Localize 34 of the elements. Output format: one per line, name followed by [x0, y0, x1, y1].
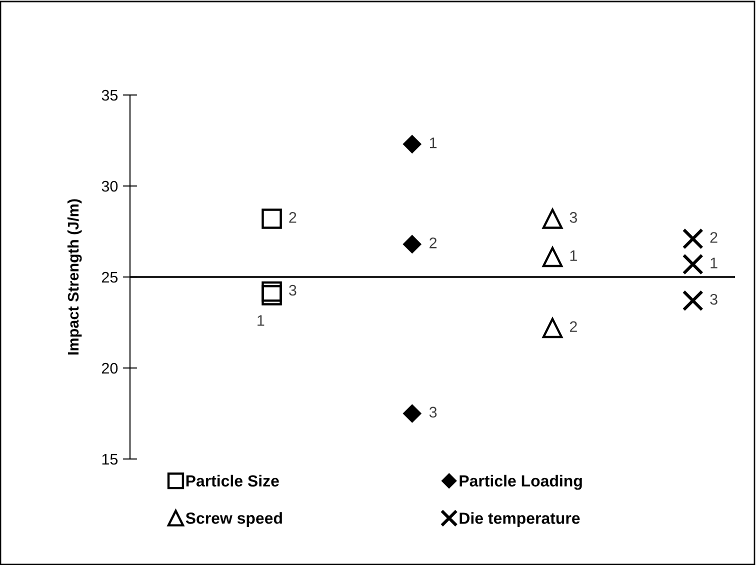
legend-label: Die temperature: [460, 512, 580, 528]
point: [682, 228, 704, 250]
annotation: 1: [258, 315, 264, 326]
legend-label: Particle Loading: [460, 474, 582, 490]
point: [262, 208, 282, 229]
point: [403, 135, 422, 154]
legend-label: Screw speed: [186, 512, 282, 527]
annotation: 2: [710, 232, 718, 243]
point: [262, 281, 282, 302]
point: [403, 404, 422, 422]
point: [682, 290, 704, 312]
annotation: 1: [570, 250, 577, 261]
y-tick-label: 15: [102, 454, 118, 465]
annotation: 2: [289, 212, 296, 223]
annotation: 1: [430, 138, 437, 148]
y-tick-label: 20: [102, 362, 118, 374]
annotation: 2: [570, 321, 577, 332]
y-tick-label: 35: [102, 90, 118, 101]
point: [682, 254, 704, 275]
point: [262, 285, 282, 306]
annotation: 3: [570, 212, 578, 223]
annotation: 3: [289, 284, 296, 296]
y-axis-title: Impact Strength (J/m): [67, 199, 82, 354]
annotation: 3: [710, 294, 718, 305]
point: [542, 208, 563, 229]
annotation: 3: [429, 406, 437, 418]
y-tick-label: 30: [102, 180, 118, 192]
point: [542, 246, 563, 268]
point: [542, 318, 563, 338]
point: [403, 235, 422, 254]
y-tick-label: 25: [102, 272, 118, 283]
legend-label: Particle Size: [186, 474, 279, 487]
annotation: 2: [430, 238, 437, 248]
annotation: 1: [710, 258, 718, 268]
